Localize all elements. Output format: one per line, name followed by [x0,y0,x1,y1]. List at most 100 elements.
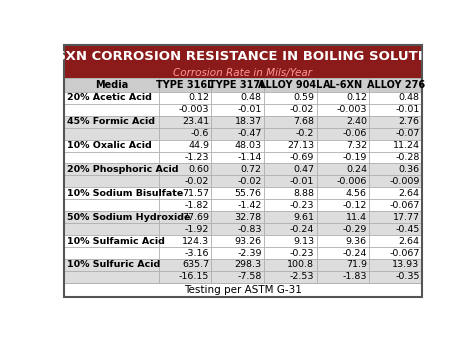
Bar [64,199,159,211]
Text: -0.23: -0.23 [290,201,314,210]
Bar [317,235,369,247]
Bar [369,271,422,283]
Text: -0.19: -0.19 [343,153,367,162]
Bar [264,199,317,211]
Text: TYPE 316L: TYPE 316L [156,80,214,90]
Bar [159,187,211,199]
Bar [317,104,369,116]
Bar [317,211,369,223]
Bar [211,140,264,152]
Text: -2.53: -2.53 [290,272,314,281]
Text: 0.12: 0.12 [188,93,209,102]
Text: -0.45: -0.45 [395,225,419,234]
Text: 10% Sulfamic Acid: 10% Sulfamic Acid [67,237,165,245]
Bar [159,116,211,128]
Bar [211,92,264,104]
Bar [369,259,422,271]
Text: -0.07: -0.07 [395,129,419,138]
Bar [64,283,422,297]
Text: 0.48: 0.48 [241,93,262,102]
Text: -0.009: -0.009 [389,177,419,186]
Bar [317,152,369,163]
Text: 0.24: 0.24 [346,165,367,174]
Text: -0.24: -0.24 [290,225,314,234]
Text: 13.93: 13.93 [392,260,419,270]
Bar [317,259,369,271]
Bar [159,175,211,187]
Bar [317,199,369,211]
Bar [159,223,211,235]
Bar [159,235,211,247]
Text: -7.58: -7.58 [237,272,262,281]
Bar [264,223,317,235]
Bar [64,45,422,67]
Text: 48.03: 48.03 [235,141,262,150]
Text: -0.23: -0.23 [290,248,314,258]
Text: -0.24: -0.24 [343,248,367,258]
Text: -0.003: -0.003 [179,105,209,114]
Bar [159,140,211,152]
Text: 124.3: 124.3 [182,237,209,245]
Bar [159,104,211,116]
Bar [64,140,159,152]
Bar [211,175,264,187]
Bar [264,259,317,271]
Bar [211,247,264,259]
Text: 32.78: 32.78 [235,213,262,222]
Text: -2.39: -2.39 [237,248,262,258]
Text: -0.29: -0.29 [343,225,367,234]
Text: 7.68: 7.68 [293,117,314,126]
Text: -0.35: -0.35 [395,272,419,281]
Text: -0.01: -0.01 [290,177,314,186]
Bar [264,128,317,140]
Bar [211,259,264,271]
Bar [159,247,211,259]
Text: ALLOY 904L: ALLOY 904L [258,80,322,90]
Text: 55.76: 55.76 [235,189,262,198]
Bar [317,163,369,175]
Bar [211,223,264,235]
Bar [264,235,317,247]
Text: -0.02: -0.02 [237,177,262,186]
Text: -0.067: -0.067 [389,248,419,258]
Bar [264,92,317,104]
Bar [317,187,369,199]
Text: 20% Acetic Acid: 20% Acetic Acid [67,93,152,102]
Text: -0.2: -0.2 [296,129,314,138]
Text: Corrosion Rate in Mils/Year: Corrosion Rate in Mils/Year [173,68,312,78]
Bar [317,140,369,152]
Text: Media: Media [95,80,128,90]
Bar [64,223,159,235]
Bar [64,247,159,259]
Text: 0.72: 0.72 [241,165,262,174]
Bar [317,78,369,92]
Bar [64,116,159,128]
Bar [369,223,422,235]
Text: 45% Formic Acid: 45% Formic Acid [67,117,155,126]
Text: -0.006: -0.006 [337,177,367,186]
Text: 77.69: 77.69 [182,213,209,222]
Text: 0.12: 0.12 [346,93,367,102]
Text: 9.13: 9.13 [293,237,314,245]
Bar [159,92,211,104]
Text: -16.15: -16.15 [179,272,209,281]
Text: 71.9: 71.9 [346,260,367,270]
Bar [159,259,211,271]
Bar [317,223,369,235]
Text: -0.02: -0.02 [185,177,209,186]
Text: 20% Phosphoric Acid: 20% Phosphoric Acid [67,165,179,174]
Text: 0.48: 0.48 [399,93,419,102]
Text: 7.32: 7.32 [346,141,367,150]
Bar [317,271,369,283]
Bar [64,163,159,175]
Bar [211,152,264,163]
Bar [369,175,422,187]
Text: 0.36: 0.36 [399,165,419,174]
Text: -0.003: -0.003 [337,105,367,114]
Text: -0.69: -0.69 [290,153,314,162]
Text: 17.77: 17.77 [392,213,419,222]
Bar [369,187,422,199]
Text: 10% Sulfuric Acid: 10% Sulfuric Acid [67,260,160,270]
Bar [159,78,211,92]
Text: AL-6XN CORROSION RESISTANCE IN BOILING SOLUTIONS: AL-6XN CORROSION RESISTANCE IN BOILING S… [32,50,454,63]
